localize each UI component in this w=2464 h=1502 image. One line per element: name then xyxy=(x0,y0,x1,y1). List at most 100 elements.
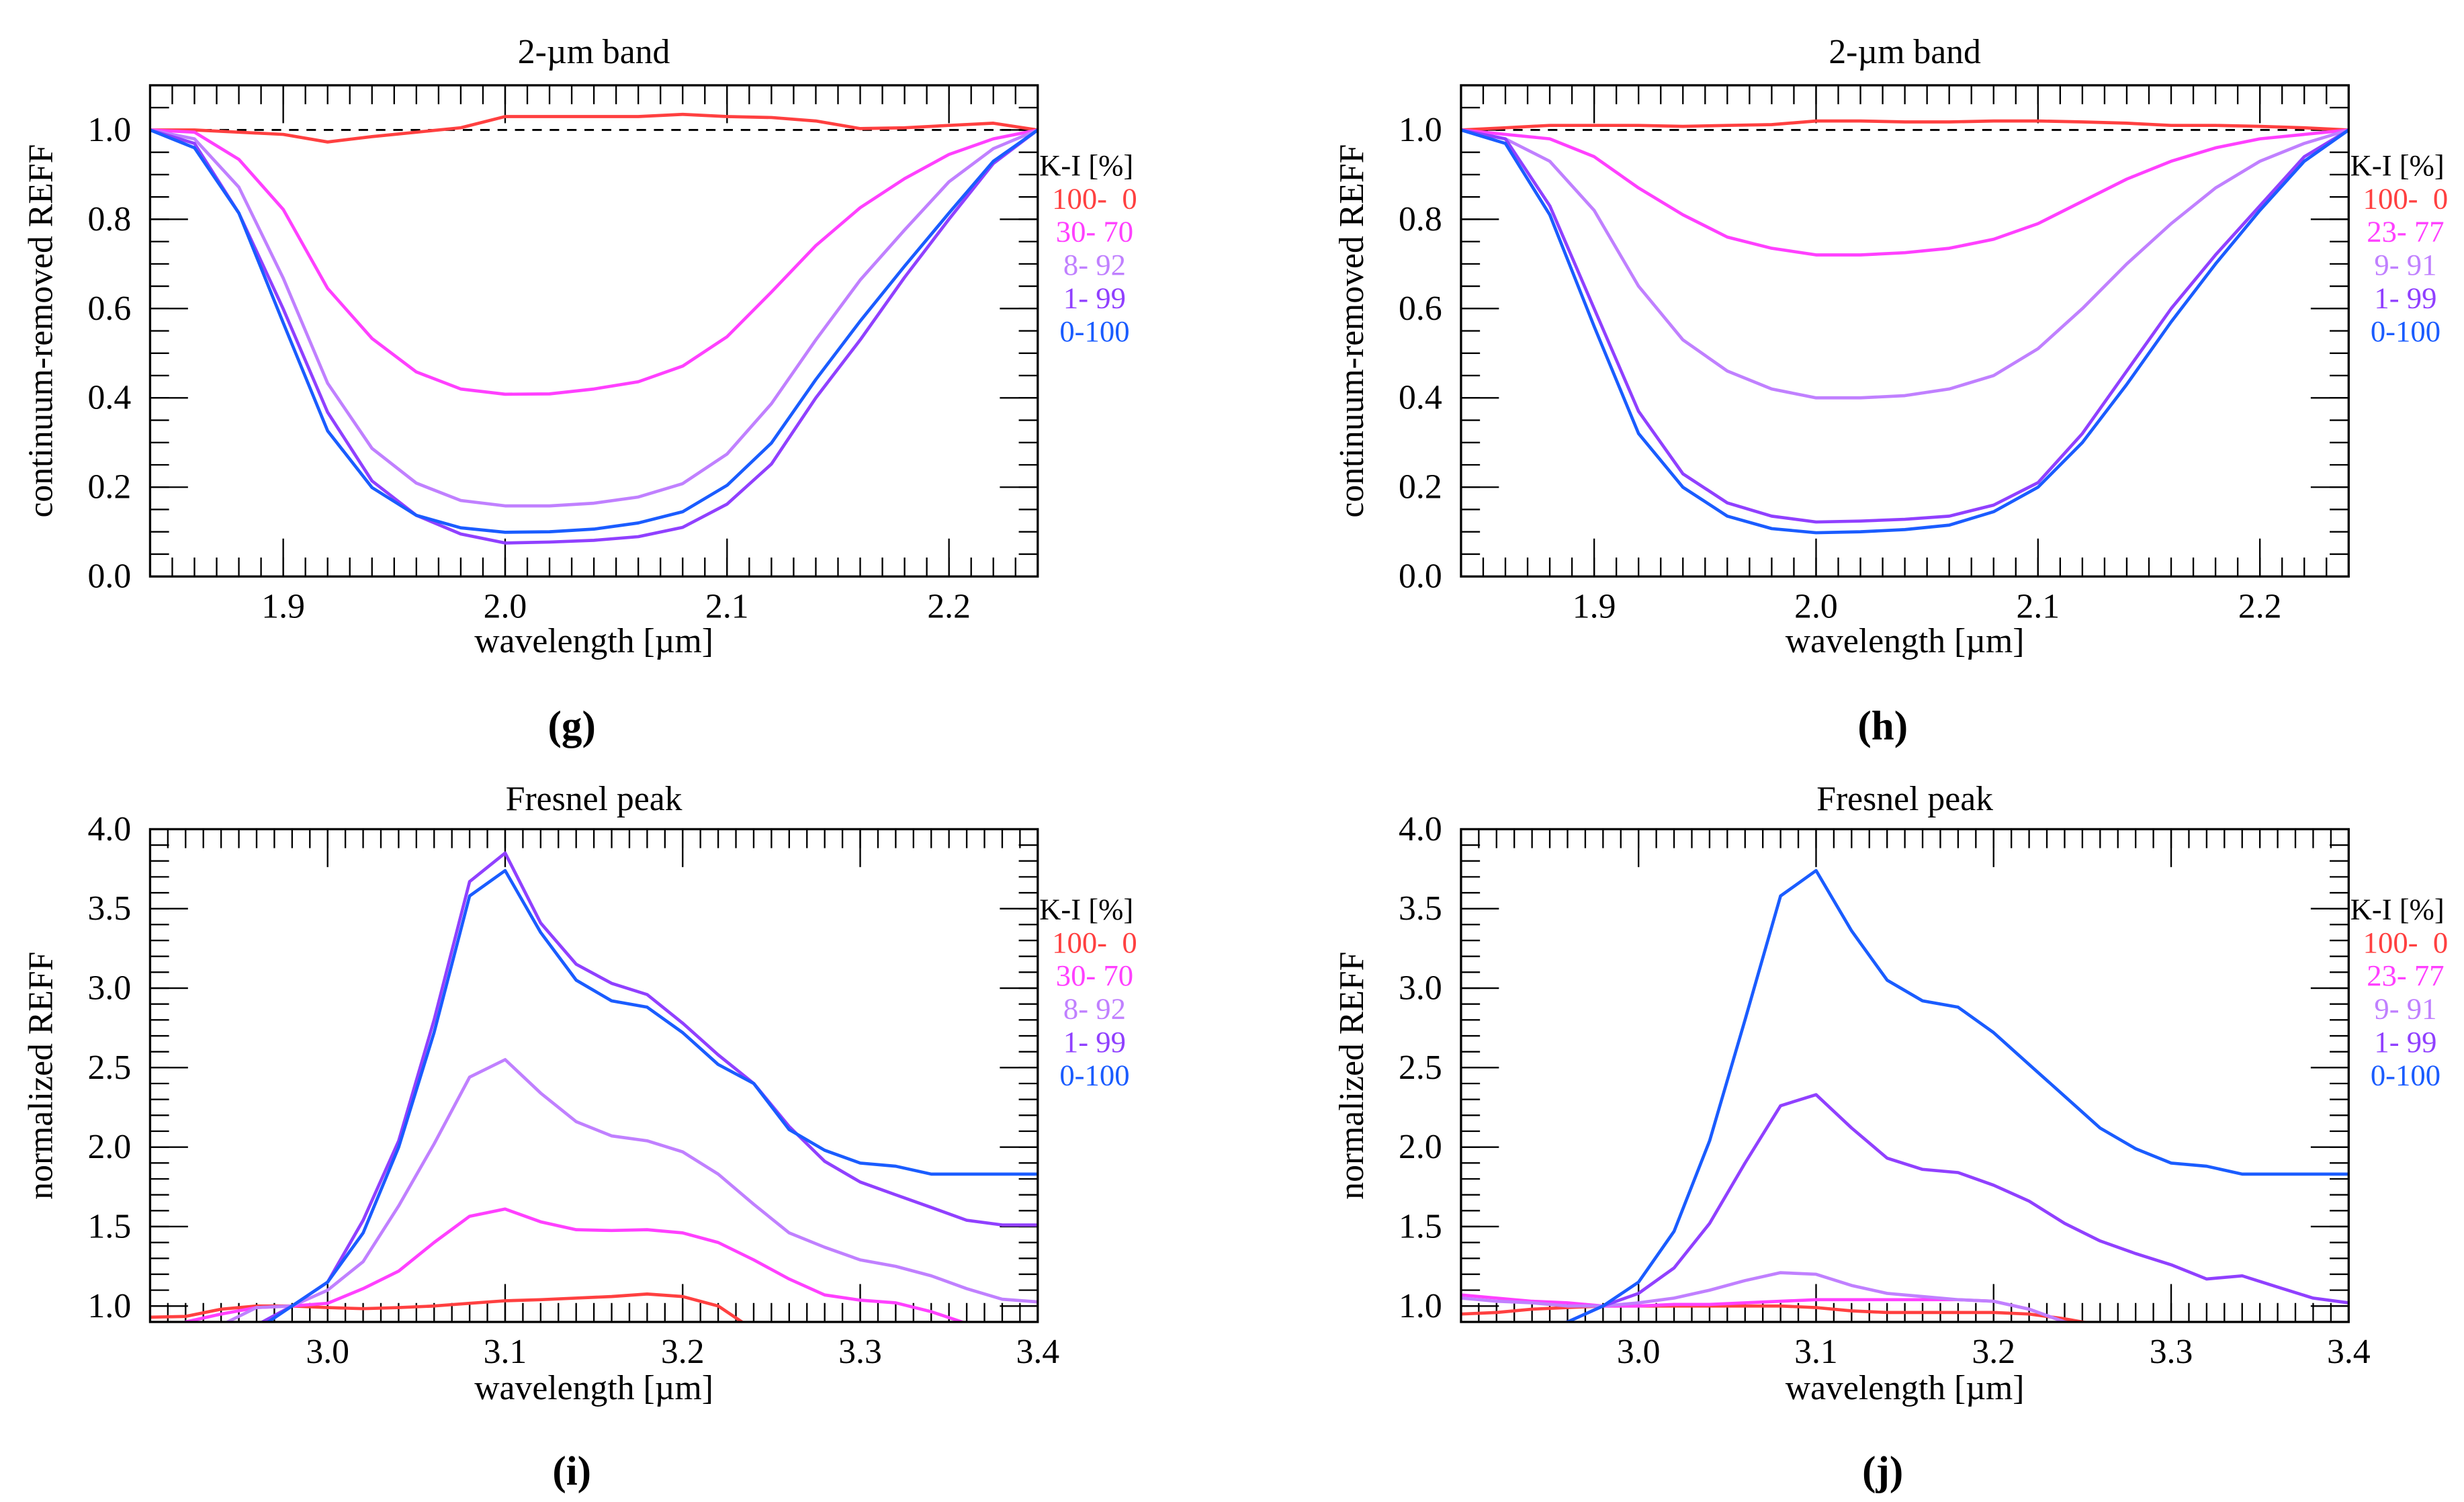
y-tick-label: 3.0 xyxy=(1399,969,1442,1007)
legend-entry: 1- 99 xyxy=(2374,1025,2436,1059)
legend-entry: 1- 99 xyxy=(1063,281,1126,314)
legend-entry: 100- 0 xyxy=(1052,181,1137,215)
chart-title: Fresnel peak xyxy=(506,780,683,818)
y-tick-label: 1.0 xyxy=(88,1287,132,1325)
legend-entry: 30- 70 xyxy=(1056,959,1133,992)
y-tick-label: 1.0 xyxy=(1399,111,1442,149)
y-tick-label: 0.8 xyxy=(88,200,132,238)
y-tick-label: 2.0 xyxy=(1399,1128,1442,1166)
y-tick-label: 0.0 xyxy=(88,558,132,596)
y-axis-label: continuum-removed REFF xyxy=(22,144,60,518)
series-line-30-70 xyxy=(150,128,1038,396)
series-line-1-99 xyxy=(150,128,1038,545)
series-group xyxy=(1460,119,2349,535)
x-tick-label: 3.1 xyxy=(484,1333,527,1371)
legend-entry: 0-100 xyxy=(1059,1058,1129,1092)
y-tick-label: 1.0 xyxy=(1399,1287,1442,1325)
chart-title: 2-µm band xyxy=(1829,33,1981,71)
x-tick-label: 3.4 xyxy=(2327,1333,2371,1371)
x-axis-label: wavelength [µm] xyxy=(1786,1369,2025,1407)
legend-entry: 23- 77 xyxy=(2367,215,2444,249)
plot-frame xyxy=(148,84,1039,578)
series-line-100-0 xyxy=(150,112,1038,144)
x-tick-label: 3.1 xyxy=(1794,1333,1838,1371)
legend-entry: 0-100 xyxy=(1059,314,1129,348)
series-line-1-99 xyxy=(1460,128,2349,524)
legend-entry: 1- 99 xyxy=(2374,281,2436,314)
y-tick-label: 3.0 xyxy=(88,969,132,1007)
y-tick-label: 1.0 xyxy=(88,111,132,149)
series-line-8-92 xyxy=(150,128,1038,508)
series-group xyxy=(150,112,1038,545)
series-group xyxy=(150,851,1038,1322)
x-tick-label: 3.2 xyxy=(1972,1333,2015,1371)
x-axis-label: wavelength [µm] xyxy=(474,622,713,660)
x-tick-label: 2.0 xyxy=(484,587,527,625)
legend-entry: 30- 70 xyxy=(1056,215,1133,249)
x-tick-label: 2.2 xyxy=(2238,587,2282,625)
y-tick-label: 0.6 xyxy=(1399,290,1442,328)
legend-entry: 0-100 xyxy=(2371,1058,2440,1092)
y-tick-label: 0.2 xyxy=(88,468,132,506)
y-tick-label: 4.0 xyxy=(88,810,132,848)
panel-label: (h) xyxy=(1857,703,1908,748)
y-tick-label: 4.0 xyxy=(1399,810,1442,848)
y-tick-label: 2.5 xyxy=(88,1049,132,1087)
legend-title: K-I [%] xyxy=(2350,148,2445,182)
series-line-1-99 xyxy=(259,851,1038,1322)
series-line-1-99 xyxy=(1560,1093,2349,1322)
y-tick-label: 2.0 xyxy=(88,1128,132,1166)
chart-title: 2-µm band xyxy=(518,33,670,71)
chart-panel-i: Fresnel peak wavelength [µm] normalized RE… xyxy=(22,780,1137,1494)
x-tick-label: 3.0 xyxy=(306,1333,349,1371)
y-tick-label: 0.6 xyxy=(88,290,132,328)
legend-entry: 1- 99 xyxy=(1063,1025,1126,1059)
y-tick-label: 1.5 xyxy=(88,1207,132,1245)
panel-label: (g) xyxy=(548,703,596,748)
series-line-23-77 xyxy=(1460,128,2349,257)
legend-title: K-I [%] xyxy=(1039,892,1133,926)
series-line-9-91 xyxy=(1460,128,2349,400)
x-tick-label: 3.4 xyxy=(1016,1333,1059,1371)
x-tick-label: 3.3 xyxy=(2150,1333,2193,1371)
y-tick-label: 0.0 xyxy=(1399,558,1442,596)
y-axis-label: normalized REFF xyxy=(1333,952,1371,1200)
y-tick-label: 1.5 xyxy=(1399,1207,1442,1245)
chart-panel-j: Fresnel peak wavelength [µm] normalized RE… xyxy=(1333,780,2448,1494)
legend-entry: 9- 91 xyxy=(2374,992,2436,1026)
x-tick-label: 2.1 xyxy=(2016,587,2060,625)
x-tick-label: 2.1 xyxy=(705,587,749,625)
x-tick-label: 3.0 xyxy=(1617,1333,1661,1371)
x-tick-label: 2.2 xyxy=(927,587,971,625)
legend-entry: 8- 92 xyxy=(1063,992,1126,1026)
series-line-100-0 xyxy=(1460,119,2349,132)
series-group xyxy=(1460,869,2349,1322)
x-tick-label: 2.0 xyxy=(1794,587,1838,625)
legend-title: K-I [%] xyxy=(2350,892,2445,926)
y-tick-label: 2.5 xyxy=(1399,1049,1442,1087)
legend-entry: 100- 0 xyxy=(1052,926,1137,959)
y-tick-label: 3.5 xyxy=(1399,889,1442,928)
legend-entry: 0-100 xyxy=(2371,314,2440,348)
x-tick-label: 1.9 xyxy=(261,587,305,625)
chart-panel-g: 2-µm band wavelength [µm] continuum-remove… xyxy=(22,33,1137,748)
y-tick-label: 0.8 xyxy=(1399,200,1442,238)
x-tick-label: 3.2 xyxy=(661,1333,705,1371)
legend-entry: 100- 0 xyxy=(2363,926,2449,959)
chart-title: Fresnel peak xyxy=(1816,780,1993,818)
y-axis-label: continuum-removed REFF xyxy=(1333,144,1371,518)
legend-entry: 9- 91 xyxy=(2374,248,2436,281)
series-line-0-100 xyxy=(1460,128,2349,535)
legend-entry: 100- 0 xyxy=(2363,181,2449,215)
y-tick-label: 0.4 xyxy=(88,379,132,417)
panel-label: (i) xyxy=(552,1449,591,1494)
plot-frame xyxy=(1460,84,2350,578)
x-axis-label: wavelength [µm] xyxy=(1786,622,2025,660)
plot-frame xyxy=(148,828,1039,1323)
y-tick-label: 0.2 xyxy=(1399,468,1442,506)
series-line-0-100 xyxy=(1565,869,2349,1322)
y-axis-label: normalized REFF xyxy=(22,952,60,1200)
x-axis-label: wavelength [µm] xyxy=(474,1369,713,1407)
series-line-0-100 xyxy=(265,869,1038,1322)
